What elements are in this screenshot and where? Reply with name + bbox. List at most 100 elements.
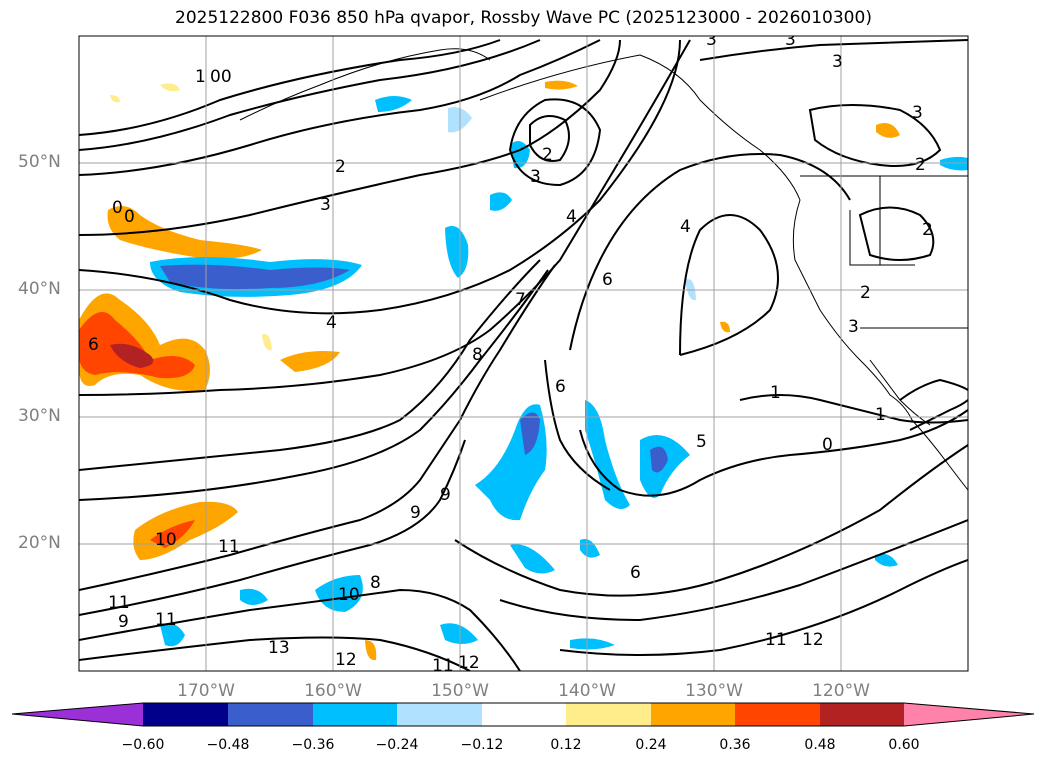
contour-label: 12 — [335, 650, 357, 670]
contour-label: 1 — [770, 383, 781, 403]
positive-anomaly-fill — [160, 83, 180, 92]
contour-line — [454, 444, 968, 597]
lon-label-160w: 160°W — [304, 681, 362, 701]
contour-label: 0 — [124, 207, 135, 227]
plot-frame — [78, 35, 969, 672]
positive-anomaly-fill — [280, 351, 340, 372]
contour-line — [739, 394, 968, 424]
lat-label-20n: 20°N — [18, 533, 61, 553]
colorbar-tick: −0.12 — [460, 737, 504, 753]
positive-anomaly-fill — [107, 206, 262, 259]
negative-anomaly-fill — [240, 588, 268, 605]
contour-label: 2 — [922, 220, 933, 240]
colorbar-extend-low — [12, 703, 143, 726]
contour-line — [79, 39, 501, 136]
contour-label: 5 — [696, 432, 707, 452]
contour-label: 00 — [210, 67, 232, 87]
positive-anomaly-fill — [79, 312, 195, 379]
negative-anomaly-fill — [940, 156, 968, 171]
contour-label: 6 — [88, 335, 99, 355]
contour-label: 10 — [155, 530, 177, 550]
contour-label: 12 — [802, 630, 824, 650]
rossby-wave-contours — [79, 39, 968, 671]
contour-label: 2 — [335, 157, 346, 177]
contour-label: 2 — [915, 155, 926, 175]
colorbar-outline — [11, 702, 1035, 727]
contour-label: 4 — [326, 313, 337, 333]
lat-label-50n: 50°N — [18, 152, 61, 172]
contour-line — [79, 39, 601, 176]
contour-line — [679, 214, 779, 356]
contour-label: 11 — [432, 656, 454, 676]
colorbar-tick: 0.48 — [804, 737, 836, 753]
contour-label: 11 — [218, 537, 240, 557]
contour-labels: 1 00 2 3 0 0 4 6 7 8 9 9 10 11 11 9 11 8… — [88, 30, 933, 676]
positive-anomaly-fill — [365, 640, 377, 661]
lat-label-30n: 30°N — [18, 406, 61, 426]
contour-label: 6 — [630, 563, 641, 583]
contour-line — [559, 559, 968, 656]
contour-line — [79, 259, 541, 471]
negative-anomaly-fill — [375, 96, 412, 112]
contour-label: 2 — [860, 283, 871, 303]
colorbar-tick: 0.60 — [888, 737, 920, 753]
contour-line — [79, 39, 621, 236]
contour-line — [569, 153, 851, 351]
contour-label: 11 — [108, 593, 130, 613]
contour-label: 4 — [566, 207, 577, 227]
negative-anomaly-fill — [580, 539, 600, 558]
contour-line — [508, 98, 602, 187]
contour-label: 3 — [320, 195, 331, 215]
contour-line — [79, 588, 521, 671]
lat-label-40n: 40°N — [18, 279, 61, 299]
qvapor-negative-anomaly-fills — [150, 96, 968, 650]
map-panel: 1 00 2 3 0 0 4 6 7 8 9 9 10 11 11 9 11 8… — [78, 30, 969, 676]
map-title: 2025122800 F036 850 hPa qvapor, Rossby W… — [175, 8, 872, 28]
lon-label-130w: 130°W — [685, 681, 743, 701]
negative-anomaly-fill — [570, 638, 615, 650]
negative-anomaly-fill — [315, 575, 363, 612]
contour-label: 8 — [472, 345, 483, 365]
negative-anomaly-fill — [445, 226, 469, 278]
negative-anomaly-fill — [510, 141, 530, 169]
colorbar-tick: −0.48 — [206, 737, 250, 753]
negative-anomaly-fill — [490, 192, 512, 211]
contour-line — [579, 409, 968, 497]
negative-anomaly-fill — [440, 623, 478, 644]
colorbar-segment — [313, 703, 397, 726]
contour-line — [699, 39, 968, 61]
contour-label: 1 — [195, 67, 206, 87]
contour-line — [79, 636, 471, 671]
positive-anomaly-fill — [262, 334, 272, 351]
contour-label: 0 — [112, 198, 123, 218]
contour-label: 6 — [602, 270, 613, 290]
negative-anomaly-fill — [510, 544, 555, 574]
contour-line — [529, 115, 570, 162]
positive-anomaly-fill — [150, 520, 195, 548]
contour-line — [79, 39, 691, 396]
qvapor-positive-anomaly-fills — [79, 80, 900, 661]
contour-label: 2 — [542, 145, 553, 165]
contour-line — [499, 519, 968, 622]
contour-label: 3 — [706, 30, 717, 50]
negative-anomaly-fill — [520, 412, 540, 455]
negative-anomaly-fill — [650, 446, 668, 473]
positive-anomaly-fill — [110, 95, 120, 103]
positive-anomaly-fill — [110, 343, 154, 368]
lon-label-150w: 150°W — [431, 681, 489, 701]
north-america-coastline — [479, 54, 968, 491]
contour-label: 9 — [440, 485, 451, 505]
state-border — [849, 210, 915, 266]
contour-label: 3 — [832, 52, 843, 72]
colorbar-segment — [820, 703, 904, 726]
colorbar-segment — [482, 703, 566, 726]
positive-anomaly-fill — [720, 321, 730, 333]
graticule — [79, 36, 968, 671]
contour-label: 3 — [530, 167, 541, 187]
contour-label: 11 — [155, 610, 177, 630]
contour-line — [544, 359, 611, 491]
contour-line — [79, 439, 466, 616]
contour-label: 10 — [338, 585, 360, 605]
contour-label: 11 — [765, 630, 787, 650]
positive-anomaly-fill — [876, 122, 900, 138]
